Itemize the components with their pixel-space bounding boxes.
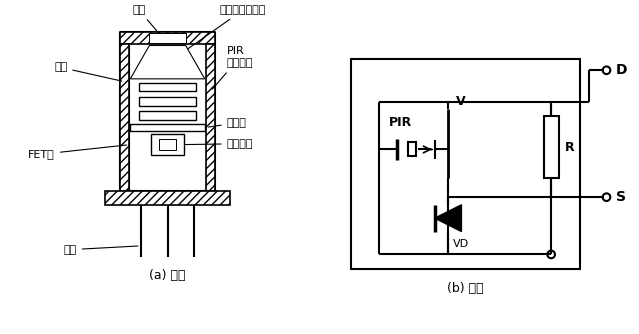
Bar	[159, 139, 176, 150]
Polygon shape	[130, 45, 204, 79]
Text: 菲涅尔滤光透镜: 菲涅尔滤光透镜	[184, 5, 266, 51]
Bar	[351, 59, 580, 269]
Bar	[206, 43, 215, 191]
Bar	[105, 191, 229, 205]
Text: R: R	[564, 141, 574, 154]
Text: PIR: PIR	[389, 116, 412, 129]
Text: PIR
热电元件: PIR 热电元件	[212, 46, 253, 89]
Text: FET管: FET管	[28, 145, 127, 159]
Bar	[544, 116, 558, 178]
Bar	[151, 134, 184, 155]
Bar	[130, 124, 204, 131]
Bar	[119, 43, 129, 191]
Polygon shape	[435, 205, 461, 231]
Text: 引脚: 引脚	[64, 245, 138, 255]
Bar	[408, 143, 415, 156]
Bar	[139, 97, 196, 106]
Text: S: S	[616, 190, 626, 204]
Text: (a) 结构: (a) 结构	[150, 269, 186, 282]
Bar	[129, 43, 206, 191]
Bar	[139, 82, 196, 91]
Bar	[150, 33, 186, 42]
Text: D: D	[616, 63, 627, 77]
Text: 支承环: 支承环	[208, 118, 247, 128]
Text: V: V	[456, 95, 465, 108]
Text: 外壳: 外壳	[54, 62, 122, 81]
Text: 电路元件: 电路元件	[179, 139, 253, 149]
Bar	[139, 111, 196, 120]
Bar	[119, 32, 215, 43]
Text: (b) 内部: (b) 内部	[447, 282, 484, 295]
Text: VD: VD	[453, 239, 469, 249]
Text: 窗口: 窗口	[132, 5, 161, 36]
